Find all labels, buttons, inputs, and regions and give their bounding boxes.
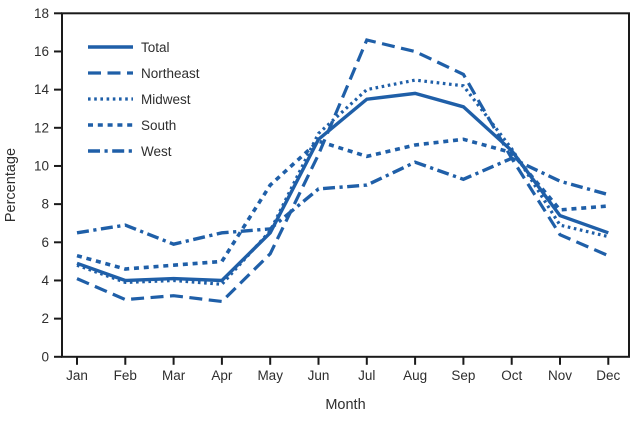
- legend-label-total: Total: [141, 40, 170, 55]
- x-tick-label: Sep: [451, 368, 475, 383]
- x-tick-label: Dec: [596, 368, 620, 383]
- y-tick-label: 12: [34, 120, 49, 135]
- x-tick-label: Jul: [358, 368, 375, 383]
- plot-border: [61, 12, 630, 358]
- series-line-total: [76, 91, 609, 283]
- x-tick-label: Oct: [501, 368, 522, 383]
- x-tick-label: Jan: [66, 368, 88, 383]
- x-tick-label: May: [257, 368, 283, 383]
- y-tick-label: 18: [34, 6, 49, 21]
- y-tick-label: 14: [34, 82, 50, 97]
- y-tick-label: 2: [41, 311, 49, 326]
- legend-label-northeast: Northeast: [141, 66, 200, 81]
- y-tick-label: 8: [41, 197, 49, 212]
- legend-label-south: South: [141, 118, 176, 133]
- x-tick-label: Aug: [403, 368, 427, 383]
- y-tick-label: 4: [41, 273, 49, 288]
- x-axis-title: Month: [325, 397, 365, 413]
- y-tick-label: 0: [41, 349, 49, 364]
- y-tick-label: 6: [41, 235, 49, 250]
- legend-label-midwest: Midwest: [141, 92, 191, 107]
- y-tick-label: 10: [34, 158, 49, 173]
- x-tick-label: Jun: [308, 368, 330, 383]
- legend-label-west: West: [141, 144, 172, 159]
- x-tick-label: Mar: [162, 368, 186, 383]
- series-line-midwest: [76, 78, 609, 286]
- y-axis-title: Percentage: [3, 148, 19, 222]
- series-line-northeast: [76, 38, 609, 304]
- y-tick-label: 16: [34, 44, 49, 59]
- x-tick-label: Nov: [548, 368, 572, 383]
- x-tick-label: Apr: [211, 368, 233, 383]
- x-tick-label: Feb: [114, 368, 137, 383]
